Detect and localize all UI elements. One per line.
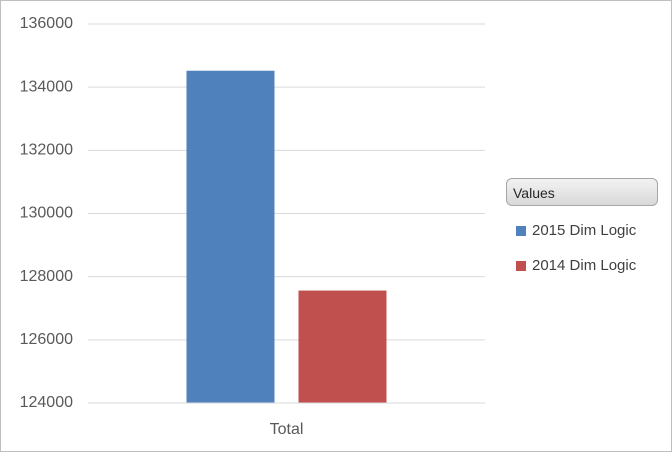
- x-tick-label: Total: [270, 421, 304, 438]
- legend-title[interactable]: Values: [506, 178, 658, 206]
- y-tick-label: 128000: [20, 268, 73, 285]
- legend-label-2014: 2014 Dim Logic: [532, 257, 637, 274]
- legend-swatch-2015: [516, 225, 526, 236]
- y-tick-label: 134000: [20, 78, 73, 95]
- y-axis-ticks: 124000 126000 128000 130000 132000 134000 1360…: [20, 15, 73, 411]
- bar-2015-dim-logic[interactable]: [186, 70, 275, 403]
- y-tick-label: 136000: [20, 15, 73, 32]
- y-tick-label: 126000: [20, 331, 73, 348]
- y-tick-label: 132000: [20, 142, 73, 159]
- legend-label-2015: 2015 Dim Logic: [532, 222, 637, 239]
- legend[interactable]: Values 2015 Dim Logic 2014 Dim Logic: [506, 178, 658, 283]
- bars: [186, 70, 387, 403]
- legend-swatch-2014: [516, 260, 526, 271]
- legend-item-2014[interactable]: 2014 Dim Logic: [516, 248, 658, 283]
- y-tick-label: 130000: [20, 205, 73, 222]
- x-axis-ticks: Total: [88, 402, 485, 438]
- y-tick-label: 124000: [20, 394, 73, 411]
- bar-2014-dim-logic[interactable]: [298, 290, 387, 403]
- legend-items: 2015 Dim Logic 2014 Dim Logic: [506, 213, 658, 283]
- legend-item-2015[interactable]: 2015 Dim Logic: [516, 213, 658, 248]
- gridlines: [88, 23, 485, 404]
